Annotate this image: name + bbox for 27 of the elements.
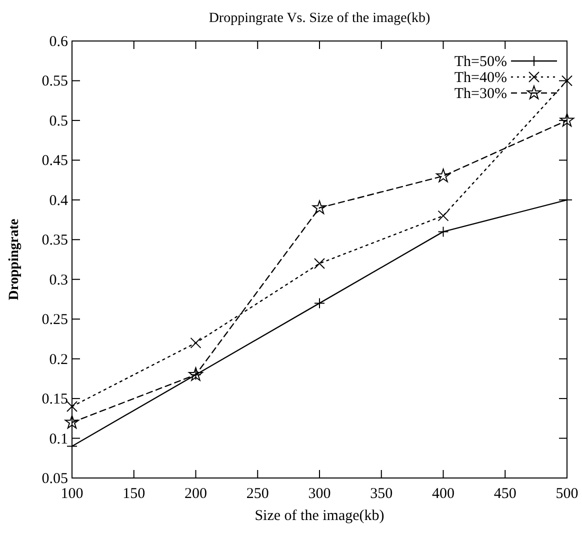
x-axis-title: Size of the image(kb) [254, 508, 384, 524]
legend-label: Th=50% [454, 54, 507, 70]
y-tick-label: 0.1 [49, 431, 68, 448]
x-tick-label: 300 [308, 486, 331, 502]
x-tick-label: 350 [370, 486, 393, 502]
legend-label: Th=40% [454, 70, 507, 86]
y-tick-label: 0.5 [49, 113, 68, 130]
x-tick-label: 150 [122, 486, 146, 502]
y-tick-label: 0.3 [49, 272, 68, 288]
y-axis-title: Droppingrate [7, 218, 22, 300]
x-tick-label: 100 [60, 486, 84, 502]
x-tick-label: 400 [432, 486, 454, 502]
y-tick-label: 0.55 [42, 74, 68, 90]
x-tick-label: 500 [556, 486, 578, 502]
y-tick-label: 0.05 [42, 471, 68, 487]
x-tick-label: 250 [246, 486, 269, 502]
y-tick-label: 0.45 [42, 153, 68, 170]
y-tick-label: 0.25 [42, 312, 68, 328]
y-tick-label: 0.2 [49, 352, 68, 368]
legend-label: Th=30% [454, 86, 507, 102]
x-tick-label: 450 [494, 486, 516, 502]
chart-title: Droppingrate Vs. Size of the image(kb) [208, 11, 431, 26]
y-tick-label: 0.15 [42, 392, 68, 408]
y-tick-label: 0.4 [49, 192, 68, 209]
y-tick-label: 0.6 [49, 34, 68, 50]
y-tick-label: 0.35 [42, 232, 68, 249]
x-tick-label: 200 [184, 486, 207, 502]
